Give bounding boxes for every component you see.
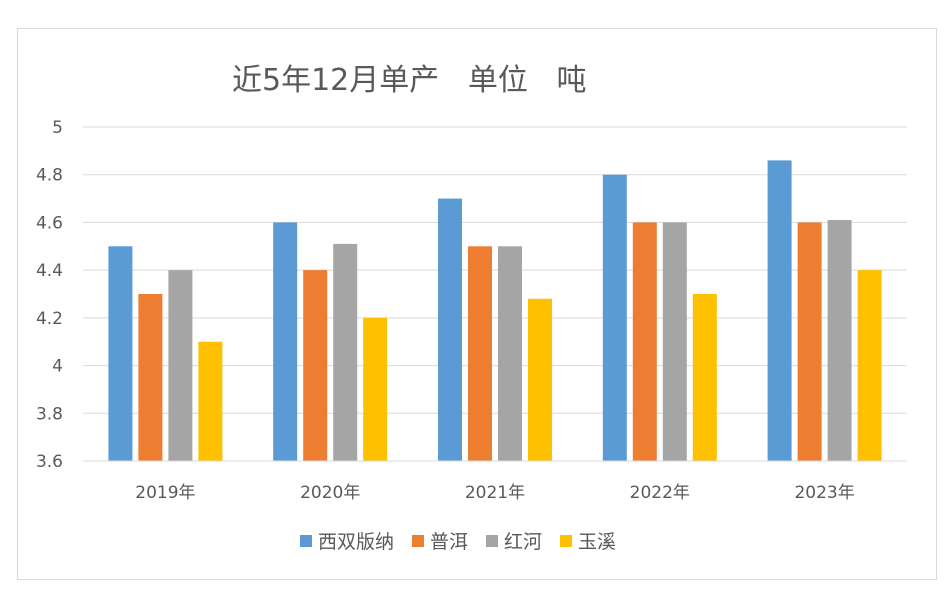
x-tick-label: 2020年 [300, 483, 360, 503]
bar-1-4 [602, 174, 627, 461]
x-tick-label: 2021年 [465, 483, 525, 503]
bar-4-3 [528, 298, 552, 461]
y-tick-label: 3.8 [36, 404, 63, 424]
legend-label: 玉溪 [578, 531, 617, 553]
legend-item: 普洱 [412, 527, 468, 554]
bar-2-4 [632, 222, 657, 461]
y-tick-label: 5 [52, 118, 63, 138]
legend-item: 红河 [486, 527, 542, 554]
bar-1-5 [767, 160, 792, 461]
bar-4-2 [363, 317, 388, 461]
legend-swatch [486, 534, 499, 547]
bar-2-2 [303, 270, 328, 461]
y-tick-label: 4.4 [36, 261, 63, 281]
x-axis: 2019年 2020年 2021年 2022年 2023年 [83, 460, 907, 503]
bar-3-3 [498, 246, 522, 461]
bar-4-5 [857, 270, 882, 461]
bar-1-1 [108, 246, 133, 461]
legend-swatch [560, 534, 573, 547]
y-tick-label: 4.2 [36, 309, 63, 329]
bar-1-3 [438, 198, 462, 462]
bar-4-1 [198, 341, 223, 461]
bar-2-3 [468, 246, 492, 461]
legend-label: 红河 [504, 531, 543, 553]
bar-1-2 [273, 222, 298, 461]
y-tick-label: 4.8 [36, 166, 63, 186]
y-tick-label: 4 [52, 357, 63, 377]
bar-3-5 [827, 220, 852, 461]
legend: 西双版纳 普洱 红河 玉溪 [300, 527, 616, 554]
x-tick-label: 2023年 [794, 483, 854, 503]
y-axis: 3.6 3.8 4 4.2 4.4 4.6 4.8 5 [36, 118, 63, 472]
y-tick-label: 4.6 [36, 213, 63, 233]
legend-item: 西双版纳 [300, 527, 394, 554]
bar-3-1 [168, 270, 193, 461]
bars [108, 160, 882, 462]
legend-label: 西双版纳 [318, 531, 395, 553]
legend-swatch [412, 534, 425, 547]
y-tick-label: 3.6 [36, 452, 63, 472]
bar-3-4 [662, 222, 687, 461]
legend-swatch [300, 534, 312, 547]
legend-item: 玉溪 [560, 527, 616, 554]
x-tick-label: 2019年 [135, 483, 195, 503]
legend-label: 普洱 [430, 531, 469, 553]
bar-2-1 [138, 294, 163, 461]
bar-3-2 [333, 243, 358, 461]
chart-title: 近5年12月单产 单位 吨 [232, 63, 587, 98]
bar-4-4 [692, 294, 717, 461]
x-tick-label: 2022年 [630, 483, 690, 503]
bar-2-5 [797, 222, 822, 461]
